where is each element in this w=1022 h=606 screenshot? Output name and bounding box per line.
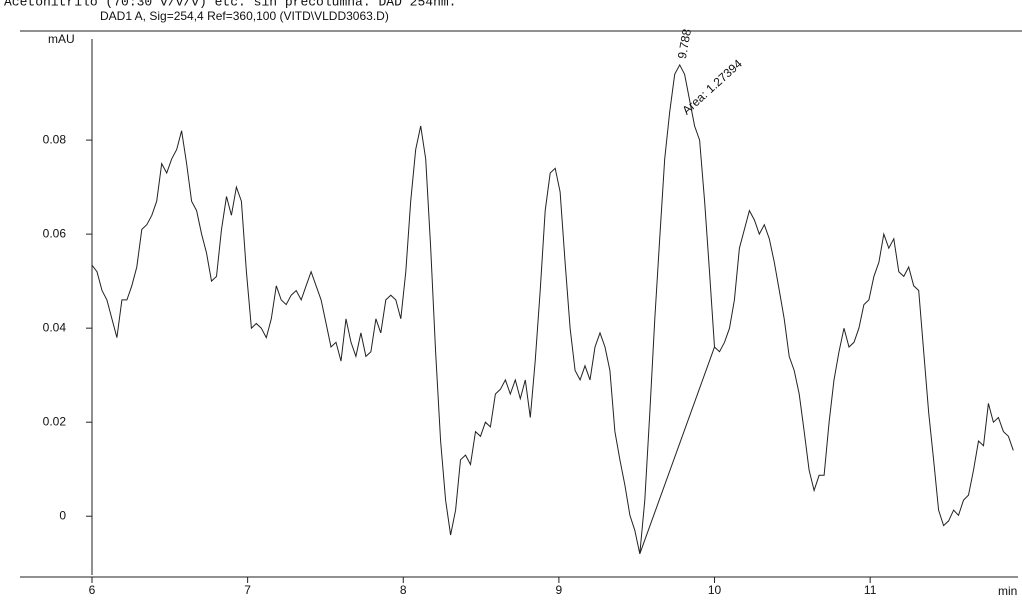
x-tick-label: 11 xyxy=(864,583,877,597)
y-tick-label: 0.04 xyxy=(43,320,67,334)
signal-line xyxy=(91,63,1014,554)
chart-title: DAD1 A, Sig=254,4 Ref=360,100 (VITD\VLDD… xyxy=(100,9,389,23)
x-axis-label: min xyxy=(998,584,1017,598)
y-tick-label: 0.02 xyxy=(43,414,67,428)
x-tick-label: 9 xyxy=(556,583,563,597)
y-tick-label: 0.06 xyxy=(43,226,67,240)
y-tick-label: 0.08 xyxy=(43,132,67,146)
area-label: Area: 1.27394 xyxy=(679,56,745,117)
integration-baseline xyxy=(639,346,715,555)
y-axis-label: mAU xyxy=(48,32,75,46)
x-tick-label: 7 xyxy=(244,583,251,597)
x-tick-label: 8 xyxy=(400,583,407,597)
header: Acetonitrilo (70:30 v/v/v) etc. sin prec… xyxy=(4,0,456,9)
y-tick-label: 0 xyxy=(59,508,66,522)
peak-label: 9.788 xyxy=(675,28,694,60)
x-tick-label: 6 xyxy=(89,583,96,597)
x-tick-label: 10 xyxy=(708,583,722,597)
